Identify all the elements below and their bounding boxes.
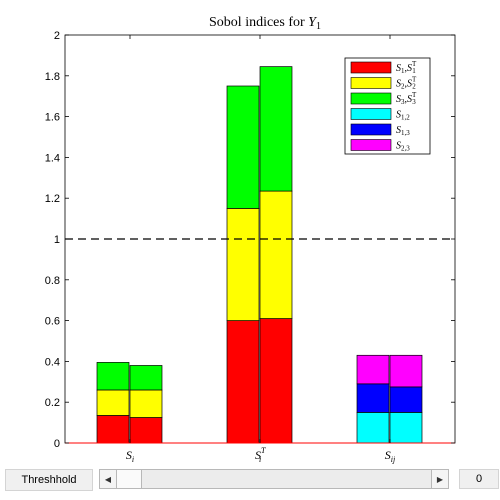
- bar-segment: [259, 190, 293, 319]
- bar-segment: [129, 417, 163, 444]
- chart-title: Sobol indices for Y1: [209, 15, 321, 32]
- legend-swatch: [350, 123, 392, 136]
- slider-thumb[interactable]: [116, 470, 142, 488]
- x-tick-label: ST i: [255, 446, 266, 464]
- y-tick-label: 1: [54, 234, 60, 246]
- legend-swatch: [350, 139, 392, 151]
- threshold-controls: Threshhold ◀ ▶ 0: [0, 468, 500, 492]
- bar-segment: [356, 354, 390, 385]
- y-tick-label: 1.8: [45, 71, 60, 83]
- legend: S1,ST 1S2,ST 2S3,ST 3 S1,2 S1,3 S2,3: [344, 57, 431, 155]
- bar-segment: [259, 318, 293, 444]
- bar-segment: [389, 354, 423, 388]
- y-tick-label: 0.6: [45, 316, 60, 328]
- y-axis: 0 0.2 0.4 0.6 0.8 1 1.2 1.4 1.6 1.8 2: [45, 30, 455, 450]
- y-tick-label: 1.2: [45, 193, 60, 205]
- bar-segment: [226, 320, 260, 444]
- bar-segment: [226, 85, 260, 209]
- bar-segment: [226, 208, 260, 321]
- y-tick-label: 0: [54, 438, 60, 450]
- bar-segment: [129, 365, 163, 391]
- y-tick-label: 0.2: [45, 397, 60, 409]
- bar-segment: [356, 383, 390, 413]
- y-tick-label: 1.4: [45, 152, 60, 164]
- legend-label: S2,ST 2: [396, 76, 417, 91]
- legend-swatch: [350, 61, 392, 74]
- y-tick-label: 1.6: [45, 112, 60, 124]
- bar-segment: [96, 415, 130, 444]
- legend-swatch: [350, 77, 392, 89]
- triangle-left-icon[interactable]: ◀: [100, 470, 117, 488]
- legend-label: S2,3: [396, 141, 410, 153]
- threshold-slider[interactable]: ◀ ▶: [99, 469, 449, 489]
- y-tick-label: 2: [54, 30, 60, 42]
- legend-label: S1,3: [396, 125, 410, 137]
- legend-box: [344, 57, 431, 155]
- x-tick-label: Sij: [385, 448, 396, 464]
- bar-layer: [65, 66, 455, 444]
- legend-label: S1,ST 1: [396, 60, 417, 75]
- bar-segment: [389, 386, 423, 413]
- triangle-right-icon[interactable]: ▶: [431, 470, 448, 488]
- bar-segment: [389, 412, 423, 444]
- x-tick-label: Si: [126, 448, 134, 464]
- threshold-label: Threshhold: [5, 469, 93, 491]
- legend-swatch: [350, 108, 392, 120]
- bar-segment: [96, 389, 130, 416]
- bar-segment: [259, 66, 293, 192]
- legend-swatch: [350, 92, 392, 105]
- bar-segment: [129, 389, 163, 418]
- y-tick-label: 0.8: [45, 275, 60, 287]
- legend-label: S3,ST 3: [396, 91, 417, 106]
- x-axis: Si ST i Sij: [126, 35, 396, 464]
- threshold-value: 0: [459, 469, 499, 489]
- bar-segment: [356, 412, 390, 444]
- bar-segment: [96, 362, 130, 391]
- legend-label: S1,2: [396, 110, 410, 122]
- y-tick-label: 0.4: [45, 356, 60, 368]
